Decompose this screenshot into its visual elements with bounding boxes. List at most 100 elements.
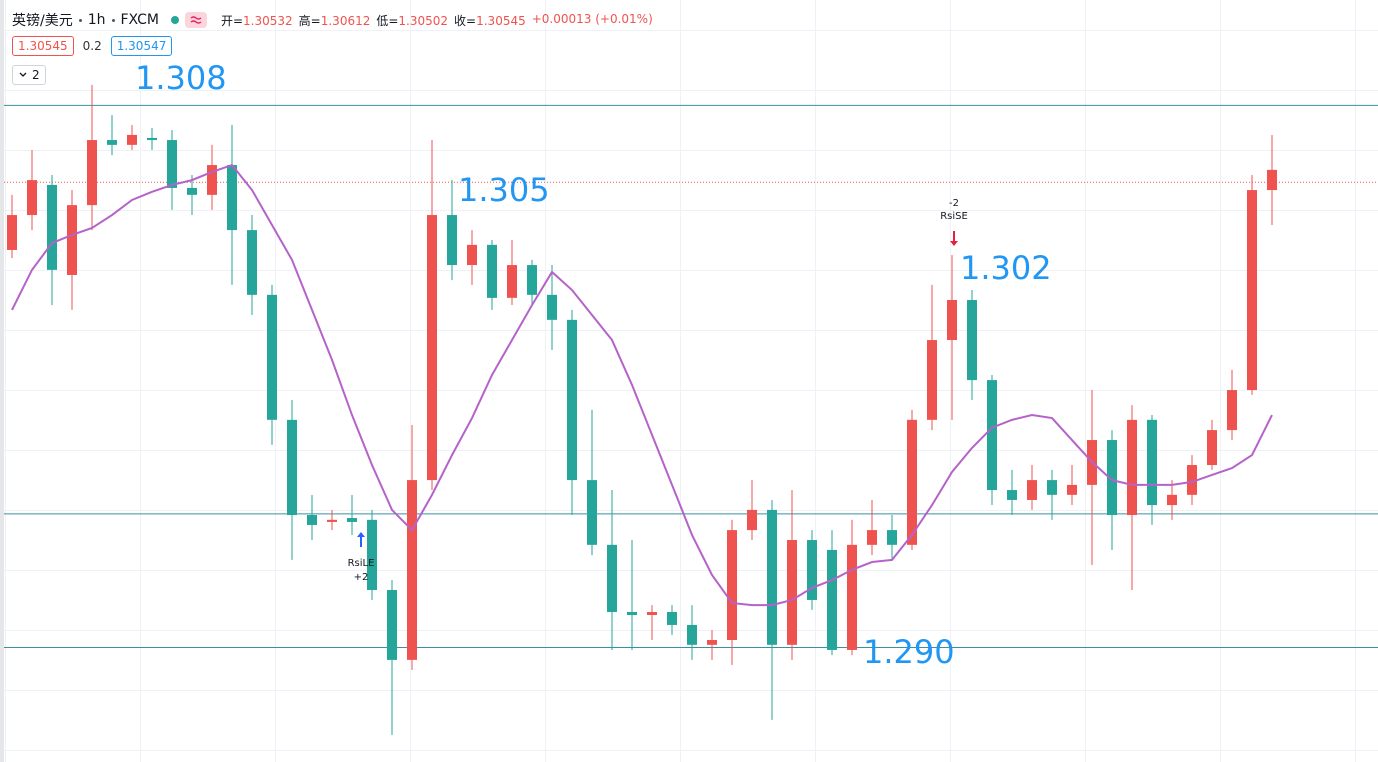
indicator-toggle[interactable]: 2 <box>12 65 46 85</box>
candle-body <box>767 509 777 645</box>
candle-body <box>147 137 157 141</box>
ohlc-open: 开=1.30532 <box>221 12 293 29</box>
candle-body <box>107 140 117 145</box>
ohlc: 开=1.30532 高=1.30612 低=1.30502 收=1.30545 … <box>221 12 653 29</box>
price-annotation: 1.308 <box>135 59 227 97</box>
candle-body <box>807 540 817 600</box>
candle-body <box>7 215 17 250</box>
candle-body <box>1227 390 1237 431</box>
candle-body <box>187 187 197 195</box>
candle-body <box>1027 480 1037 500</box>
ohlc-low: 低=1.30502 <box>376 12 448 29</box>
candle-body <box>1247 190 1257 391</box>
candle-body <box>327 519 337 522</box>
market-status <box>170 16 179 24</box>
sell-button[interactable]: 1.30545 <box>12 36 74 56</box>
signal-label: RsiLE <box>348 558 375 569</box>
candle-body <box>987 380 997 491</box>
candle-body <box>787 540 797 645</box>
trade-row: 1.30545 0.2 1.30547 <box>12 36 173 56</box>
moving-average <box>11 163 1273 607</box>
label: 高= <box>298 13 321 28</box>
signal-label: -2 <box>949 198 959 209</box>
signal-label: RsiSE <box>940 211 968 222</box>
candle-body <box>407 480 417 660</box>
label: 开= <box>220 13 244 28</box>
candle-body <box>167 140 177 188</box>
indicator-count: 2 <box>32 68 40 82</box>
candle-body <box>867 530 877 545</box>
candle-body <box>727 530 737 641</box>
symbol[interactable]: 英镑/美元 <box>12 13 73 29</box>
candle-body <box>887 530 897 545</box>
interval[interactable]: 1h <box>87 12 106 28</box>
candle-body <box>1207 430 1217 466</box>
candle-body <box>447 215 457 266</box>
candle-body <box>967 299 977 381</box>
candle-body <box>527 265 537 295</box>
candle-body <box>847 544 857 650</box>
candle-body <box>27 180 37 216</box>
candle-body <box>667 612 677 625</box>
candle-body <box>47 184 57 270</box>
change: +0.00013 (+0.01%) <box>531 11 653 26</box>
candle-body <box>287 419 297 516</box>
candle-body <box>307 515 317 525</box>
candle-body <box>87 140 97 206</box>
candle-body <box>207 165 217 195</box>
candle-body <box>427 215 437 481</box>
label: 收= <box>454 13 477 28</box>
candle-body <box>547 294 557 320</box>
candle-body <box>267 294 277 420</box>
value: 1.30502 <box>398 13 449 28</box>
separator <box>78 18 82 22</box>
ohlc-high: 高=1.30612 <box>299 12 371 29</box>
candle-body <box>1047 480 1057 495</box>
header: 英镑/美元 1h FXCM 开=1.30532 高=1.30612 低=1.30… <box>12 10 653 30</box>
candle-body <box>707 640 717 645</box>
candle-body <box>1167 494 1177 506</box>
candle-body <box>227 165 237 231</box>
candle-body <box>1067 484 1077 495</box>
candle-body <box>827 549 837 650</box>
signal-arrow-head <box>950 241 958 246</box>
candle-body <box>1147 419 1157 506</box>
price-annotation: 1.290 <box>863 633 955 671</box>
candle-body <box>687 624 697 645</box>
candle-body <box>587 480 597 545</box>
signal-label: +2 <box>354 572 369 583</box>
candle-body <box>927 340 937 420</box>
value: 1.30532 <box>243 13 293 28</box>
spread: 0.2 <box>82 39 102 53</box>
candle-body <box>487 244 497 298</box>
candle-body <box>67 205 77 275</box>
candle-body <box>607 544 617 613</box>
separator <box>111 18 115 22</box>
source: FXCM <box>120 12 159 28</box>
chevron <box>19 72 27 77</box>
candle-body <box>1187 465 1197 495</box>
candle-body <box>947 299 957 341</box>
ohlc-close: 收=1.30545 <box>454 12 526 29</box>
candle-body <box>747 509 757 531</box>
candle-body <box>1267 169 1277 191</box>
candle-body <box>247 230 257 295</box>
compare-badge[interactable] <box>184 12 207 28</box>
candle-body <box>567 319 577 481</box>
candle-body <box>347 518 357 522</box>
candle-body <box>127 134 137 145</box>
candle-body <box>367 519 377 591</box>
buy-button[interactable]: 1.30547 <box>110 36 173 56</box>
candle-body <box>627 612 637 616</box>
price-annotation: 1.302 <box>960 249 1052 287</box>
label: 低= <box>376 13 399 28</box>
value: 1.30545 <box>476 13 526 28</box>
price-annotation: 1.305 <box>458 171 550 209</box>
left-edge <box>0 0 4 762</box>
value: 1.30612 <box>320 13 371 28</box>
candle-body <box>1107 440 1117 516</box>
